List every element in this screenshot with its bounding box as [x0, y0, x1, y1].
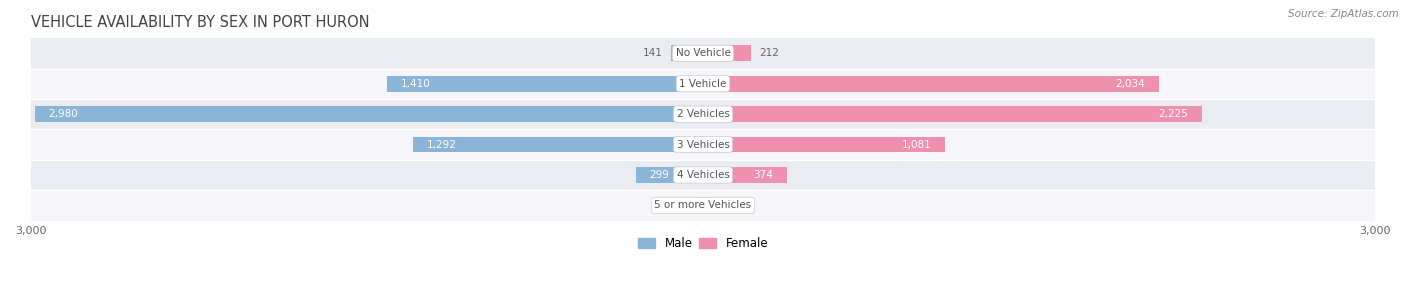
- Text: 54: 54: [724, 200, 737, 211]
- Bar: [703, 76, 1159, 91]
- Text: 1,410: 1,410: [401, 79, 430, 89]
- Bar: [31, 160, 1375, 190]
- Text: Source: ZipAtlas.com: Source: ZipAtlas.com: [1288, 9, 1399, 19]
- Text: 374: 374: [754, 170, 773, 180]
- Text: VEHICLE AVAILABILITY BY SEX IN PORT HURON: VEHICLE AVAILABILITY BY SEX IN PORT HURO…: [31, 15, 370, 30]
- Text: 3 Vehicles: 3 Vehicles: [676, 140, 730, 150]
- Text: 2,225: 2,225: [1159, 109, 1188, 119]
- Text: 141: 141: [643, 48, 662, 58]
- Text: 5 or more Vehicles: 5 or more Vehicles: [654, 200, 752, 211]
- Bar: [672, 45, 703, 61]
- Text: 2,980: 2,980: [49, 109, 79, 119]
- Bar: [31, 69, 1375, 99]
- Bar: [31, 190, 1375, 221]
- Bar: [703, 45, 751, 61]
- Legend: Male, Female: Male, Female: [633, 232, 773, 255]
- Text: 2,034: 2,034: [1115, 79, 1146, 89]
- Bar: [703, 197, 716, 213]
- Text: 43: 43: [671, 200, 685, 211]
- Bar: [693, 197, 703, 213]
- Bar: [31, 129, 1375, 160]
- Text: 1,081: 1,081: [903, 140, 932, 150]
- Text: 2 Vehicles: 2 Vehicles: [676, 109, 730, 119]
- Bar: [35, 106, 703, 122]
- Text: 212: 212: [759, 48, 779, 58]
- Text: No Vehicle: No Vehicle: [675, 48, 731, 58]
- Text: 1,292: 1,292: [427, 140, 457, 150]
- Text: 1 Vehicle: 1 Vehicle: [679, 79, 727, 89]
- Text: 299: 299: [650, 170, 669, 180]
- Text: 4 Vehicles: 4 Vehicles: [676, 170, 730, 180]
- Bar: [387, 76, 703, 91]
- Bar: [703, 167, 787, 183]
- Bar: [703, 106, 1202, 122]
- Bar: [31, 99, 1375, 129]
- Bar: [31, 38, 1375, 69]
- Bar: [703, 137, 945, 152]
- Bar: [636, 167, 703, 183]
- Bar: [413, 137, 703, 152]
